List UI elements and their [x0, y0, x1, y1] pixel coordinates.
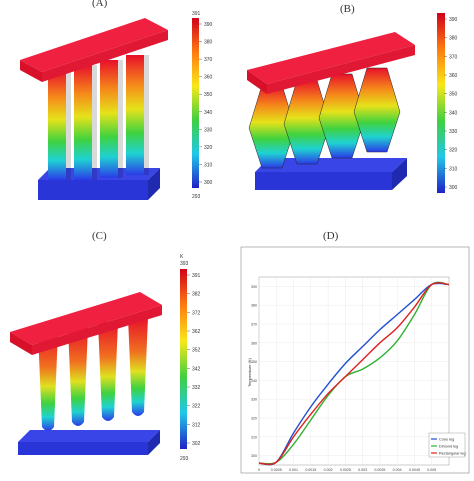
colorbar-tick-label: 382 [192, 292, 201, 298]
colorbar-tick-label: 390 [204, 22, 213, 28]
panel-a: (A) 391 390 380 370 360 350 340 330 320 310 300 2… [0, 0, 237, 237]
x-tick-label: 0.003 [358, 468, 367, 472]
x-tick-label: 0.004 [393, 468, 402, 472]
panel-a-3d-model [20, 18, 168, 200]
colorbar-tick-label: 322 [192, 404, 201, 410]
panel-b-3d-model [247, 32, 415, 190]
y-tick-label: 370 [251, 323, 257, 327]
panel-a-colorbar: 391 390 380 370 360 350 340 330 320 310 300 293 [192, 11, 213, 200]
series-line-2 [258, 282, 450, 466]
y-tick-label: 380 [251, 304, 257, 308]
panel-b: (B) 390 380 370 360 350 340 330 320 310 300 [237, 0, 474, 237]
colorbar-tick-label: 370 [449, 54, 458, 60]
x-tick-label: 0.0045 [409, 468, 420, 472]
panel-c-label: (C) [92, 230, 107, 242]
colorbar-tick-label: 310 [449, 166, 458, 172]
x-tick-label: 0.0015 [305, 468, 316, 472]
colorbar-tick-label: 362 [192, 329, 201, 335]
colorbar-tick-label: 320 [449, 148, 458, 154]
colorbar-tick-label: 391 [192, 273, 201, 279]
colorbar-tick-label: 350 [449, 92, 458, 98]
colorbar-tick-label: 310 [204, 162, 213, 168]
colorbar-tick-label: 342 [192, 366, 201, 372]
legend-entry: Rectangular leg [439, 452, 466, 456]
panel-c: (C) K 393 391 382 372 362 352 342 332 322 312 302… [0, 230, 237, 474]
colorbar-tick-label: 300 [449, 185, 458, 191]
colorbar-tick-label: 380 [449, 36, 458, 42]
legend-entry: Cone leg [439, 438, 454, 442]
colorbar-tick-label: 300 [204, 180, 213, 186]
colorbar-tick-label: 370 [204, 57, 213, 63]
colorbar-tick-label: 330 [449, 129, 458, 135]
y-tick-label: 320 [251, 417, 257, 421]
x-tick-label: 0 [258, 468, 260, 472]
colorbar-tick-label: 302 [192, 441, 201, 447]
colorbar-max: 393 [180, 261, 189, 267]
y-tick-label: 330 [251, 398, 257, 402]
y-tick-label: 300 [251, 454, 257, 458]
line-chart: Temperature (K) 300 310 320 330 340 350 360 370… [240, 246, 470, 474]
colorbar-tick-label: 350 [204, 92, 213, 98]
x-tick-label: 0.0005 [271, 468, 282, 472]
colorbar-min: 293 [192, 194, 201, 200]
series-line-0 [258, 282, 450, 466]
colorbar-tick-label: 360 [204, 75, 213, 81]
panel-c-colorbar: K 393 391 382 372 362 352 342 332 322 312 302 293 [180, 254, 201, 462]
colorbar-tick-label: 372 [192, 310, 201, 316]
panel-d: (D) Temperature (K) 300 310 320 330 340 350 36… [237, 230, 474, 474]
colorbar-tick-label: 312 [192, 422, 201, 428]
legend-entry: Dimond leg [439, 445, 458, 449]
panel-c-3d-model [10, 292, 162, 455]
colorbar-tick-label: 390 [449, 17, 458, 23]
panel-b-label: (B) [340, 3, 355, 15]
colorbar-tick-label: 352 [192, 348, 201, 354]
colorbar-tick-label: 380 [204, 40, 213, 46]
series-line-1 [258, 281, 450, 465]
colorbar-tick-label: 320 [204, 145, 213, 151]
colorbar-unit: K [180, 254, 184, 260]
y-tick-label: 350 [251, 360, 257, 364]
y-axis-label: Temperature (K) [247, 357, 252, 387]
panel-d-label: (D) [323, 230, 339, 242]
colorbar-tick-label: 340 [204, 110, 213, 116]
y-tick-label: 360 [251, 341, 257, 345]
colorbar-min: 293 [180, 456, 189, 462]
colorbar-max: 391 [192, 11, 201, 17]
colorbar-tick-label: 340 [449, 110, 458, 116]
x-tick-label: 0.0035 [374, 468, 385, 472]
y-tick-label: 390 [251, 285, 257, 289]
panel-b-colorbar: 390 380 370 360 350 340 330 320 310 300 [437, 13, 458, 193]
colorbar-tick-label: 330 [204, 127, 213, 133]
x-tick-label: 0.002 [324, 468, 333, 472]
x-tick-label: 0.001 [289, 468, 298, 472]
y-tick-label: 310 [251, 435, 257, 439]
colorbar-tick-label: 360 [449, 73, 458, 79]
colorbar-tick-label: 332 [192, 385, 201, 391]
x-tick-label: 0.005 [427, 468, 436, 472]
x-tick-label: 0.0025 [340, 468, 351, 472]
panel-a-label: (A) [92, 0, 108, 9]
y-tick-label: 340 [251, 379, 257, 383]
